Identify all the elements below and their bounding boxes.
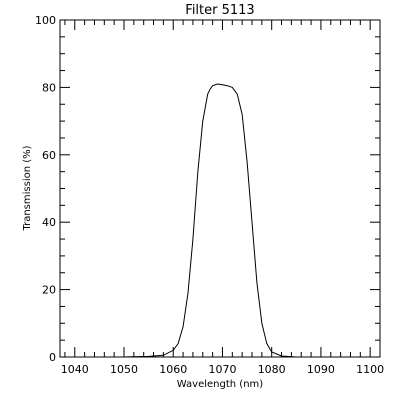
y-tick-label: 100 <box>35 14 56 27</box>
y-tick-label: 20 <box>42 284 56 297</box>
chart-title: Filter 5113 <box>185 3 254 18</box>
y-tick-label: 60 <box>42 149 56 162</box>
x-axis-label: Wavelength (nm) <box>177 379 263 390</box>
y-tick-label: 80 <box>42 81 56 94</box>
x-tick-label: 1090 <box>307 363 335 376</box>
x-tick-label: 1070 <box>208 363 236 376</box>
plot-frame <box>59 19 381 358</box>
x-tick-label: 1080 <box>258 363 286 376</box>
axis-tick-labels: 1040 1050 1060 1070 1080 1090 1100 0 20 40 60 80 100 <box>35 14 384 376</box>
x-tick-label: 1050 <box>110 363 138 376</box>
x-tick-label: 1060 <box>159 363 187 376</box>
x-tick-label: 1040 <box>61 363 89 376</box>
transmission-curve <box>84 83 321 358</box>
y-tick-label: 40 <box>42 216 56 229</box>
axis-ticks <box>60 19 381 358</box>
x-tick-label: 1100 <box>356 363 384 376</box>
y-tick-label: 0 <box>49 351 56 364</box>
y-axis-label: Transmission (%) <box>22 145 33 231</box>
